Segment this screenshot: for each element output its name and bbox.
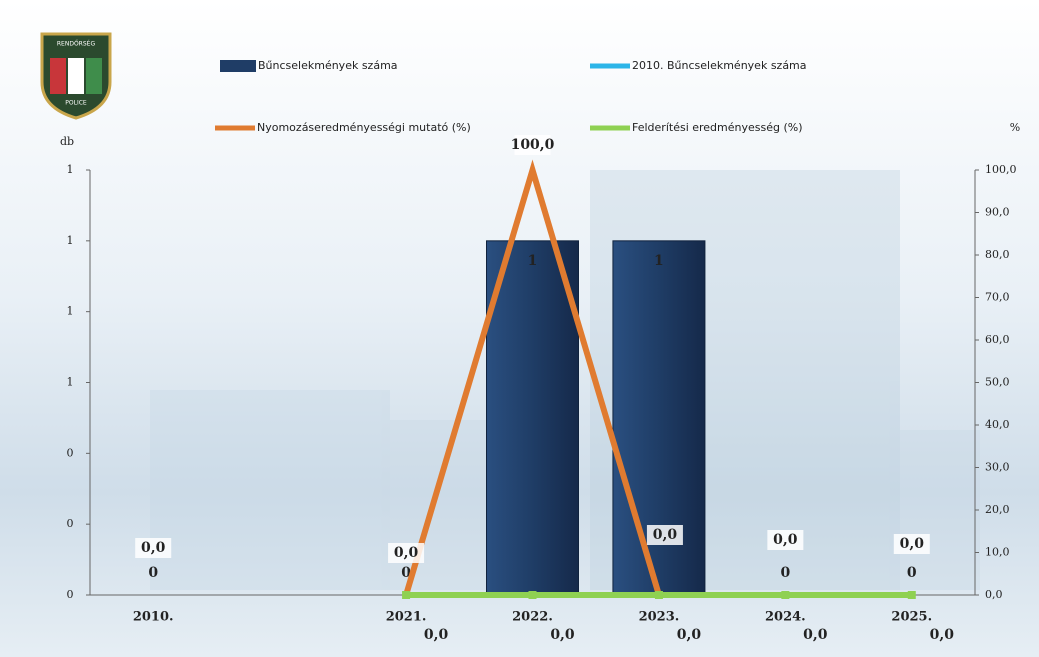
- value-label-bg: [893, 534, 930, 554]
- value-label: 100,0: [511, 137, 555, 153]
- bar-value-label: 0: [401, 565, 411, 581]
- value-label-bg: [767, 530, 804, 550]
- y2-tick-label: 30,0: [985, 461, 1010, 474]
- value-label-bg: [646, 525, 683, 545]
- bar-value-label: 1: [528, 253, 538, 269]
- x-tick-label: 2010.: [133, 610, 174, 625]
- y-tick-label: 0: [67, 446, 74, 459]
- legend-label: 2010. Bűncselekmények száma: [632, 59, 807, 72]
- value-label: 0,0: [773, 532, 798, 548]
- bar-value-label: 0: [907, 565, 917, 581]
- y2-axis-title: %: [1010, 121, 1020, 134]
- marker: [402, 591, 411, 599]
- value-label-bg: [388, 543, 425, 563]
- x-tick-label: 2025.: [891, 610, 932, 625]
- value-label-bg: [135, 538, 172, 558]
- marker: [907, 591, 916, 599]
- y2-tick-label: 60,0: [985, 333, 1010, 346]
- y2-tick-label: 0,0: [985, 588, 1003, 601]
- marker: [781, 591, 790, 599]
- legend-label: Bűncselekmények száma: [258, 59, 398, 72]
- value-label: 0,0: [550, 627, 575, 643]
- value-label-bg: [514, 135, 551, 155]
- y-axis-title: db: [60, 135, 74, 148]
- y2-tick-label: 80,0: [985, 248, 1010, 261]
- logo-text: RENDŐRSÉG: [57, 40, 96, 48]
- marker: [654, 591, 663, 599]
- y-tick-label: 0: [67, 517, 74, 530]
- bar-value-label: 1: [654, 253, 664, 269]
- y2-tick-label: 40,0: [985, 418, 1010, 431]
- y2-tick-label: 100,0: [985, 163, 1017, 176]
- bar-value-label: 0: [780, 565, 790, 581]
- value-label: 0,0: [424, 627, 449, 643]
- value-label: 0,0: [394, 545, 419, 561]
- y-tick-label: 1: [67, 305, 74, 318]
- value-label: 0,0: [653, 527, 678, 543]
- marker: [528, 591, 537, 599]
- y-tick-label: 1: [67, 163, 74, 176]
- y-tick-label: 1: [67, 234, 74, 247]
- value-label: 0,0: [900, 536, 925, 552]
- legend-label: Felderítési eredményesség (%): [632, 121, 803, 134]
- logo: RENDŐRSÉG POLICE: [40, 32, 112, 120]
- y2-tick-label: 50,0: [985, 376, 1010, 389]
- x-tick-label: 2023.: [639, 610, 680, 625]
- logo-text: POLICE: [65, 100, 87, 107]
- value-label: 0,0: [803, 627, 828, 643]
- building-silhouette: [150, 170, 980, 590]
- x-tick-label: 2021.: [386, 610, 427, 625]
- value-label: 0,0: [141, 540, 166, 556]
- value-label: 0,0: [930, 627, 955, 643]
- y2-tick-label: 70,0: [985, 291, 1010, 304]
- value-label: 0,0: [677, 627, 702, 643]
- x-tick-label: 2024.: [765, 610, 806, 625]
- y2-tick-label: 10,0: [985, 546, 1010, 559]
- y-tick-label: 1: [67, 376, 74, 389]
- bar-value-label: 0: [148, 565, 158, 581]
- legend-label: Nyomozáseredményességi mutató (%): [257, 121, 471, 134]
- x-tick-label: 2022.: [512, 610, 553, 625]
- y2-tick-label: 20,0: [985, 503, 1010, 516]
- y2-tick-label: 90,0: [985, 206, 1010, 219]
- y-tick-label: 0: [67, 588, 74, 601]
- legend-swatch: [220, 60, 256, 72]
- bar: [486, 240, 579, 596]
